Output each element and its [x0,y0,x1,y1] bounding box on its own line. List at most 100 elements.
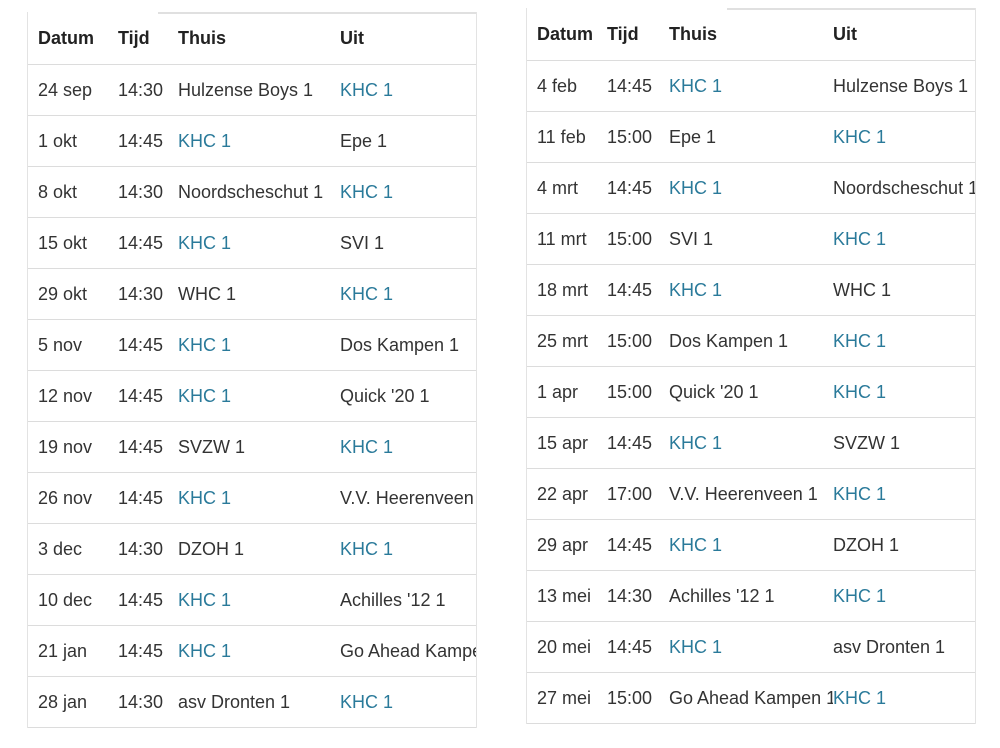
away-team[interactable]: KHC 1 [833,315,975,367]
away-team[interactable]: KHC 1 [833,111,975,163]
match-time: 14:45 [118,625,178,677]
table-row: 4 feb 14:45 KHC 1 Hulzense Boys 1 [527,60,975,112]
away-team[interactable]: KHC 1 [340,268,476,320]
header-row: Datum Tijd Thuis Uit [527,8,975,61]
header-thuis: Thuis [669,8,833,61]
table-row: 12 nov 14:45 KHC 1 Quick '20 1 [28,370,476,422]
table-row: 15 okt 14:45 KHC 1 SVI 1 [28,217,476,269]
home-team[interactable]: KHC 1 [669,162,833,214]
away-team: DZOH 1 [833,519,975,571]
match-time: 14:45 [607,264,669,316]
match-time: 14:45 [607,519,669,571]
match-time: 14:45 [118,319,178,371]
home-team[interactable]: KHC 1 [669,417,833,469]
match-date: 24 sep [28,64,118,116]
fixtures-body: 4 feb 14:45 KHC 1 Hulzense Boys 1 11 feb 15:0… [527,60,975,724]
match-time: 15:00 [607,213,669,265]
table-row: 19 nov 14:45 SVZW 1 KHC 1 [28,421,476,473]
home-team[interactable]: KHC 1 [669,264,833,316]
match-date: 26 nov [28,472,118,524]
home-team: Quick '20 1 [669,366,833,418]
home-team: Epe 1 [669,111,833,163]
home-team: DZOH 1 [178,523,340,575]
table-row: 20 mei 14:45 KHC 1 asv Dronten 1 [527,621,975,673]
match-date: 1 apr [527,366,607,418]
match-date: 19 nov [28,421,118,473]
match-date: 27 mei [527,672,607,724]
away-team[interactable]: KHC 1 [833,213,975,265]
header-datum: Datum [28,12,118,65]
table-row: 29 apr 14:45 KHC 1 DZOH 1 [527,519,975,571]
match-date: 29 okt [28,268,118,320]
home-team[interactable]: KHC 1 [178,319,340,371]
header-tijd: Tijd [118,12,178,65]
table-row: 13 mei 14:30 Achilles '12 1 KHC 1 [527,570,975,622]
away-team: Go Ahead Kampen 1 [340,625,476,677]
table-row: 1 apr 15:00 Quick '20 1 KHC 1 [527,366,975,418]
table-row: 15 apr 14:45 KHC 1 SVZW 1 [527,417,975,469]
home-team: Achilles '12 1 [669,570,833,622]
table-row: 11 feb 15:00 Epe 1 KHC 1 [527,111,975,163]
home-team[interactable]: KHC 1 [178,115,340,167]
match-date: 4 mrt [527,162,607,214]
table-row: 11 mrt 15:00 SVI 1 KHC 1 [527,213,975,265]
match-date: 20 mei [527,621,607,673]
away-team[interactable]: KHC 1 [833,366,975,418]
table-row: 10 dec 14:45 KHC 1 Achilles '12 1 [28,574,476,626]
header-tijd: Tijd [607,8,669,61]
match-time: 14:30 [118,523,178,575]
fixtures-table: Datum Tijd Thuis Uit 4 feb 14:45 KHC 1 Hulz… [527,8,975,724]
home-team[interactable]: KHC 1 [669,621,833,673]
home-team: Hulzense Boys 1 [178,64,340,116]
home-team[interactable]: KHC 1 [178,574,340,626]
match-time: 15:00 [607,672,669,724]
away-team[interactable]: KHC 1 [340,166,476,218]
table-row: 22 apr 17:00 V.V. Heerenveen 1 KHC 1 [527,468,975,520]
table-row: 27 mei 15:00 Go Ahead Kampen 1 KHC 1 [527,672,975,724]
home-team[interactable]: KHC 1 [178,217,340,269]
schedule-table-right: Datum Tijd Thuis Uit 4 feb 14:45 KHC 1 Hulz… [526,8,976,724]
home-team: SVI 1 [669,213,833,265]
home-team: V.V. Heerenveen 1 [669,468,833,520]
home-team[interactable]: KHC 1 [669,60,833,112]
home-team: Go Ahead Kampen 1 [669,672,833,724]
home-team[interactable]: KHC 1 [178,625,340,677]
home-team: Noordscheschut 1 [178,166,340,218]
match-time: 14:45 [607,621,669,673]
away-team[interactable]: KHC 1 [833,672,975,724]
table-row: 28 jan 14:30 asv Dronten 1 KHC 1 [28,676,476,728]
top-divider [158,12,476,14]
table-row: 26 nov 14:45 KHC 1 V.V. Heerenveen 1 [28,472,476,524]
away-team[interactable]: KHC 1 [833,468,975,520]
header-uit: Uit [833,8,975,61]
away-team: Achilles '12 1 [340,574,476,626]
home-team: asv Dronten 1 [178,676,340,728]
away-team[interactable]: KHC 1 [340,676,476,728]
home-team[interactable]: KHC 1 [178,472,340,524]
table-row: 18 mrt 14:45 KHC 1 WHC 1 [527,264,975,316]
match-time: 17:00 [607,468,669,520]
home-team[interactable]: KHC 1 [669,519,833,571]
header-datum: Datum [527,8,607,61]
away-team: SVZW 1 [833,417,975,469]
match-date: 11 mrt [527,213,607,265]
home-team: SVZW 1 [178,421,340,473]
home-team[interactable]: KHC 1 [178,370,340,422]
match-date: 15 apr [527,417,607,469]
away-team: WHC 1 [833,264,975,316]
table-row: 4 mrt 14:45 KHC 1 Noordscheschut 1 [527,162,975,214]
away-team[interactable]: KHC 1 [340,64,476,116]
match-date: 12 nov [28,370,118,422]
table-row: 5 nov 14:45 KHC 1 Dos Kampen 1 [28,319,476,371]
table-row: 29 okt 14:30 WHC 1 KHC 1 [28,268,476,320]
away-team[interactable]: KHC 1 [340,523,476,575]
away-team: asv Dronten 1 [833,621,975,673]
match-time: 15:00 [607,111,669,163]
away-team[interactable]: KHC 1 [833,570,975,622]
away-team[interactable]: KHC 1 [340,421,476,473]
match-time: 14:30 [118,268,178,320]
match-date: 4 feb [527,60,607,112]
match-time: 14:45 [118,115,178,167]
